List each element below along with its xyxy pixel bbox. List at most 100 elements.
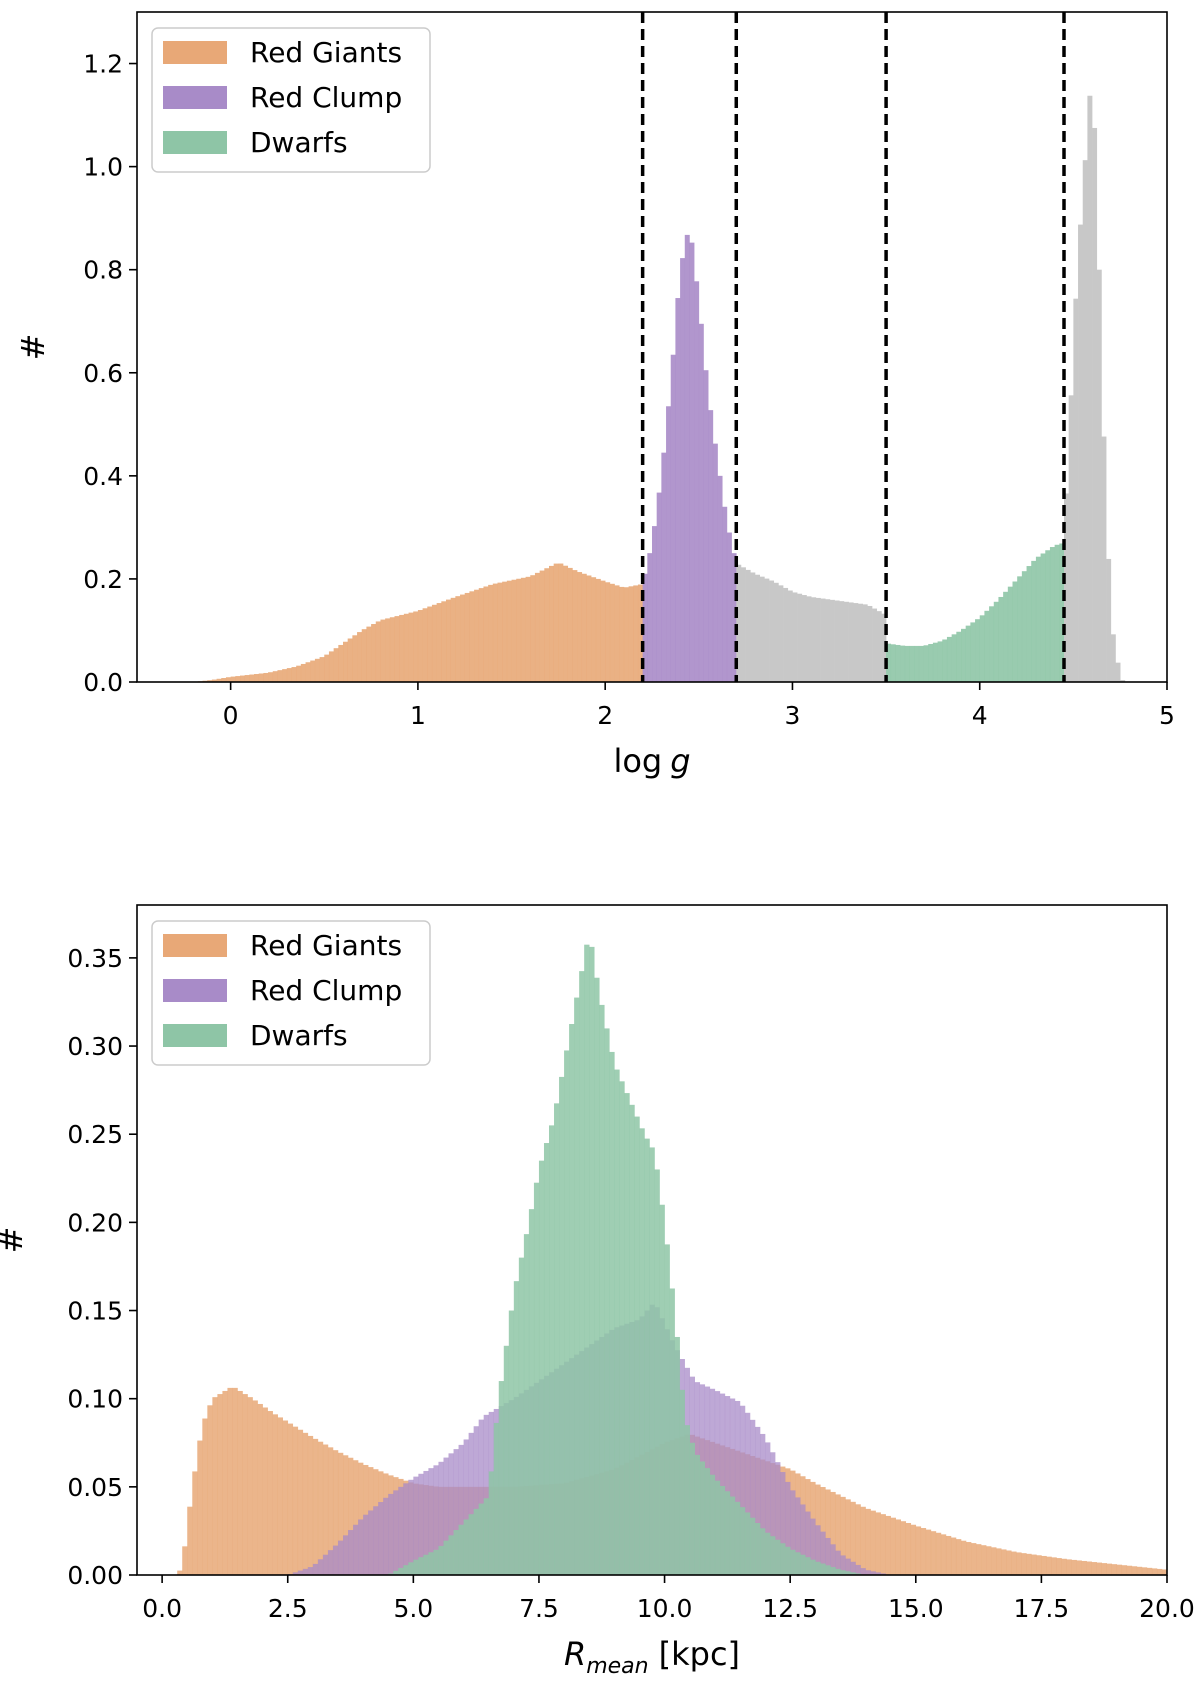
logg-bar-other (806, 596, 812, 682)
rmean-bar-red-clump (418, 1473, 424, 1575)
logg-bar-red-giants (511, 579, 517, 682)
rmean-bar-red-clump (810, 1518, 816, 1575)
rmean-bar-red-clump (780, 1472, 786, 1575)
rmean-bar-red-giants (1046, 1556, 1052, 1575)
rmean-bar-red-clump (870, 1571, 876, 1575)
rmean-bar-dwarfs (614, 1069, 620, 1575)
logg-bar-red-giants (268, 672, 274, 682)
rmean-bar-red-giants (307, 1435, 314, 1575)
rmean-bar-red-giants (1041, 1555, 1047, 1575)
logg-bar-other (829, 599, 835, 682)
logg-bar-red-giants (446, 599, 451, 682)
logg-bar-red-clump (722, 506, 728, 682)
logg-x-tick-label: 0 (223, 701, 239, 730)
logg-bar-red-giants (413, 611, 419, 682)
logg-bar-red-giants (225, 677, 231, 682)
rmean-bar-red-giants (1101, 1563, 1107, 1575)
rmean-bar-red-giants (1116, 1564, 1123, 1575)
rmean-bar-red-clump (388, 1493, 394, 1575)
rmean-bar-dwarfs (780, 1543, 786, 1575)
logg-bar-dwarfs (998, 596, 1004, 682)
logg-bar-dwarfs (989, 606, 995, 682)
rmean-bar-red-giants (1016, 1552, 1022, 1575)
rmean-bar-red-giants (277, 1417, 283, 1575)
rmean-bar-red-giants (247, 1397, 253, 1575)
logg-bar-red-giants (436, 603, 442, 682)
rmean-bar-red-clump (317, 1559, 324, 1575)
logg-bar-other (839, 601, 845, 682)
rmean-bar-red-giants (242, 1394, 248, 1575)
logg-bar-red-giants (474, 589, 480, 682)
rmean-bar-red-clump (448, 1453, 454, 1575)
logg-plot-frame (136, 11, 1168, 683)
rmean-bar-red-giants (1086, 1561, 1092, 1575)
logg-bar-other (1064, 493, 1069, 682)
rmean-bar-dwarfs (659, 1204, 665, 1575)
rmean-bar-red-giants (1156, 1568, 1163, 1575)
logg-x-axis-label-main: log (613, 742, 662, 780)
rmean-x-tick-label: 15.0 (888, 1594, 944, 1623)
rmean-bar-dwarfs (694, 1454, 701, 1575)
rmean-bar-dwarfs (549, 1125, 555, 1575)
logg-bar-red-giants (216, 678, 222, 682)
logg-bar-red-giants (488, 584, 494, 682)
rmean-bar-dwarfs (463, 1519, 469, 1575)
rmean-bar-red-clump (875, 1572, 881, 1575)
logg-x-tick-label: 2 (597, 701, 613, 730)
rmean-bar-red-giants (252, 1400, 258, 1575)
logg-bar-red-giants (506, 580, 512, 682)
rmean-bar-red-clump (378, 1502, 384, 1575)
logg-bar-other (750, 572, 756, 682)
logg-bar-red-giants (469, 591, 475, 682)
rmean-bar-red-clump (765, 1442, 771, 1575)
rmean-bar-dwarfs (689, 1442, 695, 1575)
logg-bar-red-giants (296, 665, 302, 682)
rmean-bar-dwarfs (428, 1552, 434, 1575)
logg-bar-dwarfs (1035, 556, 1041, 682)
rmean-bar-red-giants (217, 1394, 223, 1575)
logg-bar-red-giants (450, 597, 456, 682)
logg-bar-other (1096, 269, 1102, 682)
rmean-y-tick-label: 0.00 (67, 1561, 123, 1590)
logg-bar-red-giants (591, 577, 597, 682)
rmean-bar-dwarfs (765, 1532, 771, 1575)
logg-bar-red-giants (525, 576, 531, 682)
rmean-bar-red-giants (875, 1512, 881, 1575)
logg-bar-red-giants (558, 563, 564, 682)
logg-bar-other (834, 600, 840, 682)
rmean-bar-red-clump (428, 1468, 434, 1575)
logg-x-tick-label: 1 (410, 701, 426, 730)
logg-bar-red-giants (244, 675, 250, 682)
rmean-bar-dwarfs (714, 1480, 721, 1575)
rmean-bar-dwarfs (629, 1104, 635, 1575)
logg-bar-red-giants (478, 588, 484, 682)
logg-x-axis-label: log g (613, 742, 690, 780)
logg-bar-red-giants (431, 604, 437, 682)
rmean-bar-red-giants (905, 1522, 912, 1575)
logg-bar-dwarfs (984, 610, 990, 682)
logg-bar-red-giants (375, 621, 381, 682)
logg-bar-other (843, 601, 849, 682)
rmean-bar-red-clump (719, 1393, 726, 1575)
logg-bar-dwarfs (923, 645, 929, 682)
rmean-bar-red-giants (915, 1526, 922, 1575)
rmean-bar-dwarfs (478, 1503, 484, 1575)
rmean-bar-dwarfs (800, 1554, 806, 1575)
rmean-bar-dwarfs (830, 1567, 836, 1575)
rmean-histogram-panel: 0.0 2.5 5.0 7.5 10.0 12.5 15.0 17.5 20.0 0.000.0… (0, 904, 1195, 1679)
logg-bar-red-giants (399, 614, 405, 682)
logg-bar-other (1101, 436, 1107, 682)
rmean-bar-red-giants (1126, 1565, 1133, 1575)
logg-bar-red-giants (221, 678, 227, 682)
rmean-bar-red-clump (408, 1479, 414, 1575)
rmean-bar-dwarfs (538, 1160, 545, 1575)
rmean-bar-red-giants (1111, 1564, 1118, 1575)
rmean-bar-red-giants (986, 1546, 992, 1575)
rmean-bar-red-giants (1161, 1569, 1168, 1575)
logg-x-ticks: 0 1 2 3 4 5 (223, 682, 1175, 730)
rmean-bar-red-giants (840, 1496, 846, 1575)
rmean-bar-red-giants (865, 1508, 871, 1575)
rmean-bar-red-giants (850, 1501, 856, 1575)
rmean-bar-red-giants (257, 1403, 263, 1575)
